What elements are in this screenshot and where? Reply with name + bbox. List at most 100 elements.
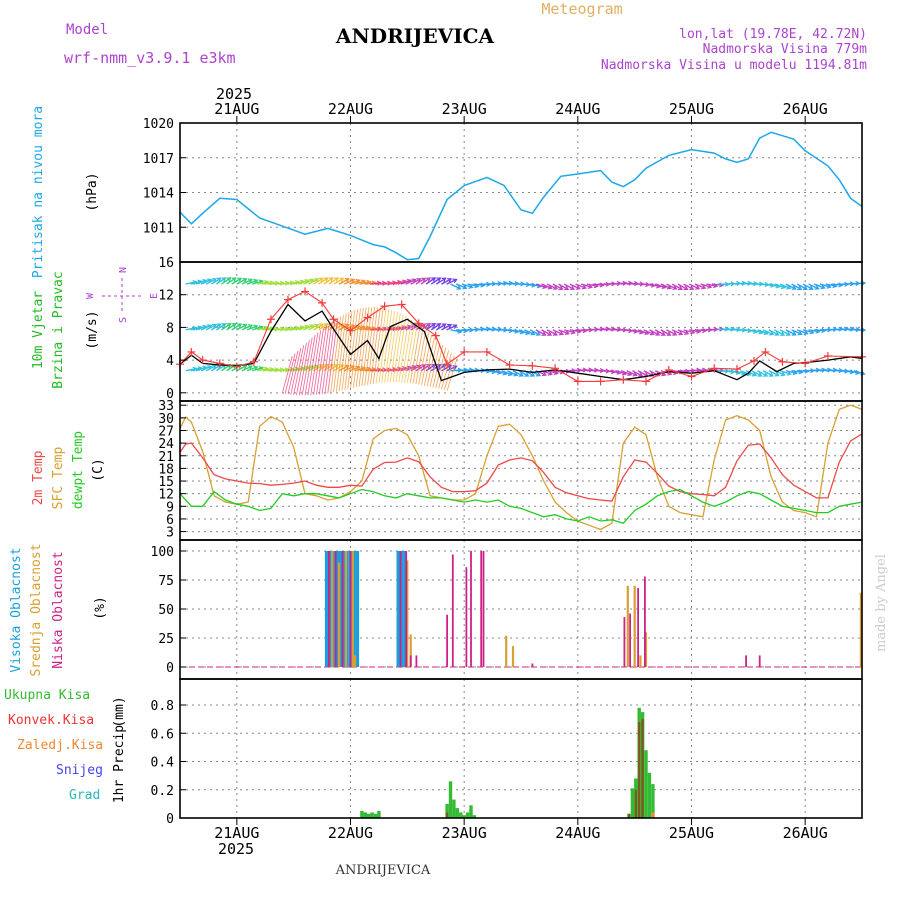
cloud-bar-mid (353, 655, 357, 667)
wind-arrow (535, 331, 541, 336)
cloud-bar-mid (338, 562, 341, 667)
wind-arrow (441, 278, 452, 285)
wind-arrow (452, 324, 458, 329)
legend-ukupna: Ukupna Kisa (4, 688, 90, 703)
precip-bar-total (367, 813, 371, 818)
wind-arrow (774, 283, 786, 289)
wind-arrow (757, 370, 768, 377)
wind-hatch (324, 319, 336, 394)
wind-arrow (425, 323, 436, 331)
pressure-line (179, 131, 863, 261)
wind-hatch (293, 345, 305, 395)
wind-arrow (246, 325, 258, 331)
wind-arrow (501, 370, 513, 376)
wind-arrow (672, 285, 678, 290)
wind-arrow (431, 277, 437, 282)
wind-arrow (246, 279, 258, 285)
wind-arrow (529, 283, 541, 288)
wind-arrow (318, 364, 324, 369)
ytick-label: 30 (158, 412, 174, 427)
wind-arrow (328, 277, 334, 282)
wind-hatch (350, 308, 361, 389)
wind-arrow (791, 331, 797, 336)
wind-gust-point (232, 362, 241, 371)
wind-arrow (425, 277, 436, 285)
cloud-bar-high (355, 551, 360, 667)
wind-arrow (768, 372, 774, 377)
wind-arrow (802, 329, 814, 334)
wind-hatch (296, 342, 307, 396)
wind-arrow (689, 329, 701, 333)
wind-hatch (304, 335, 316, 396)
cloud-bar-high (338, 551, 342, 667)
wind-gust-point (346, 326, 355, 335)
marks-layer (176, 131, 867, 819)
cloud-bar-low (480, 551, 483, 667)
wind-arrow (495, 370, 507, 375)
wind-gust-point (505, 361, 514, 370)
wind-arrow (779, 283, 791, 290)
wind-arrow (769, 330, 775, 336)
wind-arrow (808, 285, 814, 290)
frames-layer (179, 116, 863, 825)
wind-arrow (364, 281, 376, 285)
wind-arrow (779, 370, 791, 375)
wind-arrow (400, 325, 412, 331)
wind-arrow (441, 324, 452, 331)
wind-arrow (308, 364, 319, 372)
legend-konvek: Konvek.Kisa (8, 713, 94, 728)
wind-arrow (683, 283, 694, 290)
wind-arrow (450, 329, 462, 333)
wind-arrow (763, 372, 769, 377)
wind-arrow (804, 368, 810, 374)
wind-arrow (253, 365, 259, 371)
wind-arrow (558, 329, 570, 335)
xtick-top-label: 23AUG (442, 100, 487, 118)
wind-arrow (210, 323, 222, 331)
wind-arrow (615, 370, 627, 375)
wind-arrow (569, 329, 581, 333)
wind-arrow (820, 284, 826, 290)
wind-arrow (333, 364, 344, 372)
wind-arrow (546, 283, 558, 290)
xtick-top-label: 21AUG (214, 100, 259, 118)
ytick-label: 1017 (143, 152, 174, 167)
wind-arrow (666, 283, 677, 290)
wind-arrow (303, 278, 314, 285)
wind-arrow (359, 326, 371, 331)
wind-arrow (415, 277, 426, 285)
ytick-label: 12 (158, 289, 174, 304)
ytick-label: 1014 (143, 187, 174, 202)
wind-arrow (195, 279, 207, 285)
wind-arrow (774, 371, 780, 377)
wind-arrow (221, 277, 231, 285)
wind-arrow (400, 366, 412, 372)
cloud-bar-mid (505, 635, 508, 667)
cloud-bar-low (409, 655, 412, 667)
ytick-label: 9 (166, 500, 174, 515)
year-bottom: 2025 (218, 840, 254, 858)
wind-arrow (226, 323, 237, 331)
wind-arrow (226, 323, 232, 328)
wind-arrow (547, 331, 553, 336)
ytick-label: 12 (158, 488, 174, 503)
wind-ylabel-1: 10m Vjetar (31, 291, 46, 369)
cloud-bar-high (399, 551, 404, 667)
temp-ylabel-2: SFC Temp (51, 447, 66, 510)
wind-gust-point (801, 359, 810, 368)
wind-arrow (185, 327, 197, 331)
wind-arrow (541, 331, 547, 336)
cloud-bar-high (331, 551, 336, 667)
cloud-bar-high (396, 551, 400, 667)
wind-gust-point (443, 360, 452, 369)
wind-hatch (446, 358, 458, 391)
wind-arrow (632, 371, 638, 377)
cloud-bar-low (482, 551, 485, 667)
cloud-bar-high (403, 551, 407, 667)
wind-arrow (421, 323, 427, 328)
wind-arrow (632, 370, 643, 377)
compass-e: E (149, 293, 160, 299)
wind-arrow (215, 323, 226, 331)
wind-gust-point (482, 347, 491, 356)
cloud-bar-mid (626, 585, 629, 667)
